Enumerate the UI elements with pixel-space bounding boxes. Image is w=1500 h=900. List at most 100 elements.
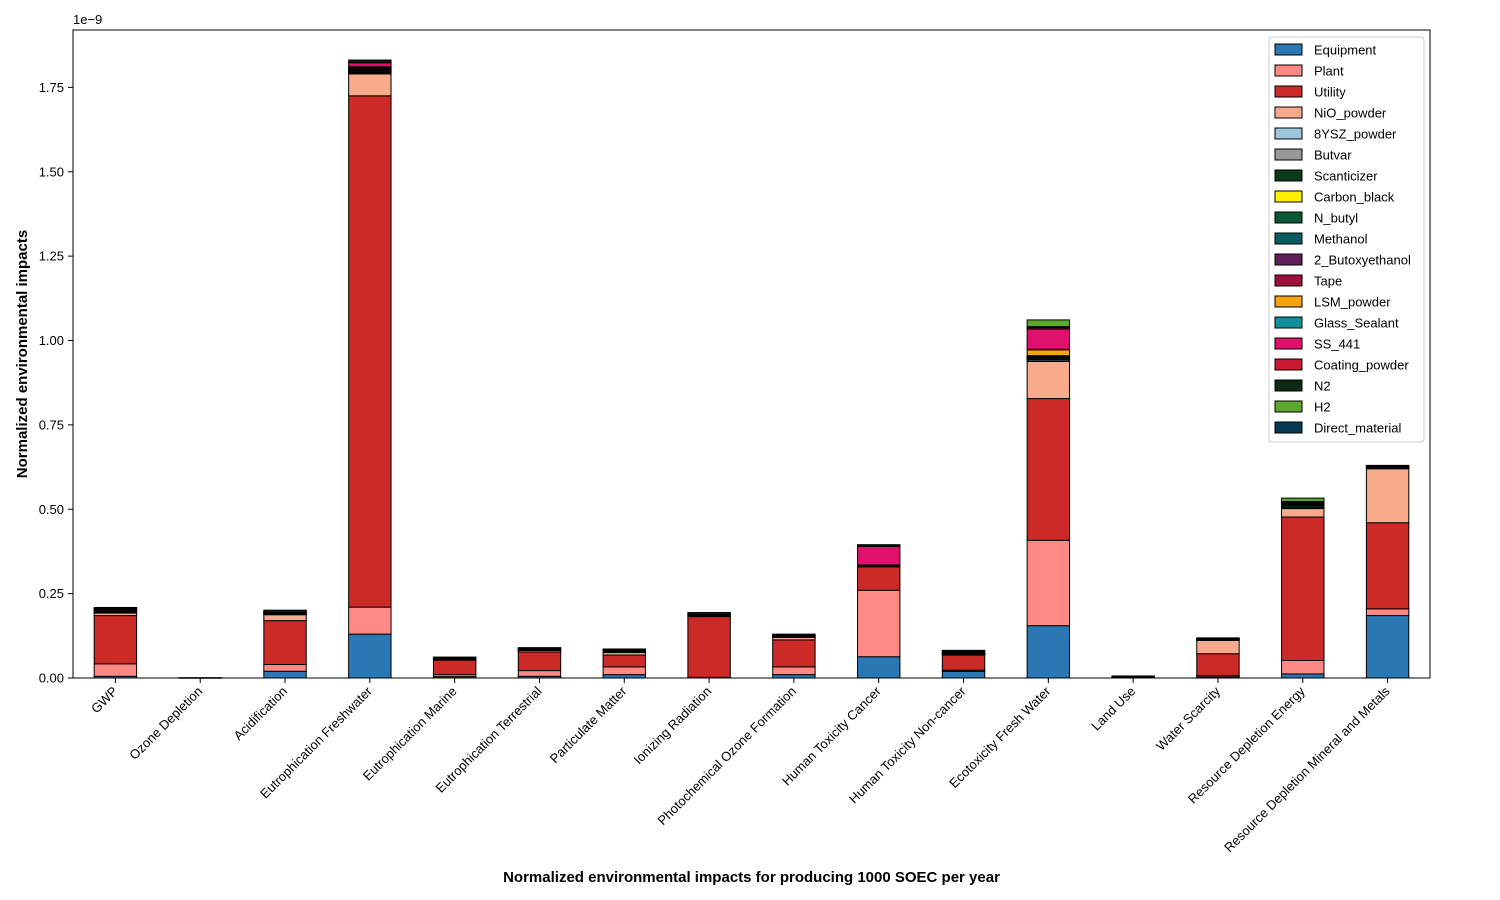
bar-segment-utility xyxy=(432,659,477,676)
legend-box xyxy=(1268,36,1425,443)
bar-segment-h2 xyxy=(1281,497,1325,502)
bar-segment-n2 xyxy=(772,633,816,636)
bar-segment-utility xyxy=(857,566,901,591)
bar-segment-plant xyxy=(263,664,307,672)
legend-swatch xyxy=(1274,421,1303,434)
legend-label: 8YSZ_powder xyxy=(1314,127,1397,142)
bar-segment-nio-powder xyxy=(1281,508,1325,518)
y-tick-label: 0.00 xyxy=(39,671,64,686)
bar-segment-lsm-powder xyxy=(1026,349,1071,357)
bar-segment-plant xyxy=(348,606,392,635)
bar-segment-equipment xyxy=(772,674,816,679)
legend-swatch xyxy=(1274,106,1303,119)
bar-segment-n2 xyxy=(687,612,731,615)
bar-segment-equipment xyxy=(348,633,392,679)
legend-swatch xyxy=(1274,358,1303,371)
bar-segment-equipment xyxy=(857,656,901,679)
x-tick-label: Acidification xyxy=(230,684,290,744)
bar-segment-n2 xyxy=(517,647,562,649)
x-tick-label: GWP xyxy=(88,684,121,717)
legend-swatch xyxy=(1274,43,1303,56)
bar-segment-n2 xyxy=(602,648,646,651)
bar-segment-utility xyxy=(1196,653,1240,677)
bar-segment-utility xyxy=(687,616,731,678)
legend-label: H2 xyxy=(1314,400,1331,415)
bar-segment-n2 xyxy=(93,606,138,609)
legend-swatch xyxy=(1274,337,1303,350)
legend-swatch xyxy=(1274,190,1303,203)
x-tick-label: Particulate Matter xyxy=(547,683,630,766)
bar-segment-plant xyxy=(93,663,138,677)
bar-segment-plant xyxy=(517,670,562,677)
x-axis-title: Normalized environmental impacts for pro… xyxy=(503,869,1000,886)
bar-segment-equipment xyxy=(263,670,307,679)
bar-segment-nio-powder xyxy=(1026,360,1071,400)
legend-label: NiO_powder xyxy=(1314,106,1387,121)
y-tick-label: 1.50 xyxy=(39,164,64,179)
bar-segment-plant xyxy=(772,666,816,676)
bars-layer xyxy=(93,59,1410,679)
bar-segment-utility xyxy=(1365,522,1410,610)
bar-segment-n2 xyxy=(1111,675,1155,678)
bar-segment-nio-powder xyxy=(1196,639,1240,655)
bar-segment-utility xyxy=(1026,398,1071,541)
y-tick-label: 1.25 xyxy=(39,249,64,264)
legend-label: Direct_material xyxy=(1314,421,1402,436)
legend-label: Scanticizer xyxy=(1314,169,1378,184)
bar-segment-equipment xyxy=(941,670,986,679)
legend-label: Carbon_black xyxy=(1314,190,1395,205)
legend-label: N_butyl xyxy=(1314,211,1358,226)
bar-segment-equipment xyxy=(1026,625,1071,679)
bar-segment-plant xyxy=(1026,539,1071,627)
bar-segment-ss-441 xyxy=(1026,328,1071,350)
bar-segment-equipment xyxy=(602,674,646,679)
bar-segment-equipment xyxy=(1365,615,1410,679)
legend-swatch xyxy=(1274,400,1303,413)
y-offset-label: 1e−9 xyxy=(73,12,102,27)
legend-swatch xyxy=(1274,85,1303,98)
x-tick-label: Photochemical Ozone Formation xyxy=(655,684,799,828)
legend: Equipment Plant Utility NiO_powder 8YSZ_powd… xyxy=(1268,36,1425,443)
bar-segment-utility xyxy=(348,95,392,608)
legend-label: Equipment xyxy=(1314,43,1377,58)
bar-segment-utility xyxy=(772,639,816,668)
x-tick-label: Resource Depletion Mineral and Metals xyxy=(1221,683,1393,855)
bar-segment-utility xyxy=(602,654,646,668)
bar-segment-utility xyxy=(93,615,138,665)
x-axis: GWP Ozone Depletion Acidification Eutrophic… xyxy=(88,678,1393,855)
bar-segment-ss-441 xyxy=(348,62,392,68)
legend-swatch xyxy=(1274,211,1303,224)
legend-label: Plant xyxy=(1314,64,1344,79)
bar-segment-h2 xyxy=(1026,319,1071,328)
legend-swatch xyxy=(1274,253,1303,266)
legend-swatch xyxy=(1274,379,1303,392)
x-tick-label: Ionizing Radiation xyxy=(631,684,715,768)
bar-segment-n2 xyxy=(857,544,901,547)
legend-swatch xyxy=(1274,295,1303,308)
bar-segment-plant xyxy=(602,666,646,676)
legend-swatch xyxy=(1274,148,1303,161)
bar-segment-nio-powder xyxy=(348,73,392,97)
legend-label: N2 xyxy=(1314,379,1331,394)
bar-segment-ss-441 xyxy=(857,545,901,566)
y-axis: 0.00 0.25 0.50 0.75 1.00 1.25 1.50 1.75 xyxy=(39,80,73,686)
x-tick-label: Land Use xyxy=(1088,684,1138,734)
bar-segment-plant xyxy=(1281,659,1325,675)
bar-segment-nio-powder xyxy=(1365,468,1410,524)
legend-label: Methanol xyxy=(1314,232,1368,247)
legend-label: Glass_Sealant xyxy=(1314,316,1399,331)
bar-segment-nio-powder xyxy=(263,614,307,622)
y-tick-label: 1.00 xyxy=(39,333,64,348)
legend-label: Utility xyxy=(1314,85,1346,100)
bar-segment-utility xyxy=(263,620,307,665)
bar-segment-utility xyxy=(941,654,986,671)
y-axis-title: Normalized environmental impacts xyxy=(14,230,31,478)
bar-segment-n2 xyxy=(1196,637,1240,640)
plot-frame xyxy=(72,29,1431,679)
legend-swatch xyxy=(1274,232,1303,245)
bar-segment-n2 xyxy=(941,649,986,653)
legend-swatch xyxy=(1274,64,1303,77)
x-tick-label: Ozone Depletion xyxy=(126,684,205,763)
legend-label: SS_441 xyxy=(1314,337,1360,352)
